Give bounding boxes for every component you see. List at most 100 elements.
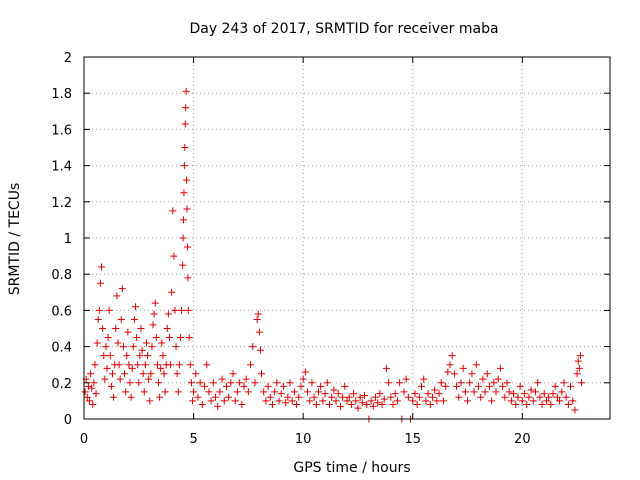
data-point (238, 401, 246, 409)
data-point (361, 391, 369, 399)
data-point (479, 375, 487, 383)
y-tick-label: 1.2 (51, 196, 72, 211)
data-point (343, 397, 351, 405)
data-point (396, 379, 404, 387)
data-point (122, 388, 130, 396)
data-point (426, 401, 434, 409)
data-point (321, 390, 329, 398)
data-point (198, 401, 206, 409)
data-point (155, 379, 163, 387)
data-point (268, 401, 276, 409)
data-point (560, 379, 568, 387)
data-point (312, 401, 320, 409)
data-point (125, 361, 133, 369)
data-point (93, 339, 101, 347)
data-point (167, 361, 175, 369)
data-point (89, 401, 97, 409)
data-point (411, 390, 419, 398)
data-point (433, 397, 441, 405)
data-point (330, 386, 338, 394)
data-point (156, 393, 164, 401)
data-point (168, 288, 176, 296)
data-point (180, 189, 188, 197)
data-point (304, 388, 312, 396)
data-point (354, 404, 362, 412)
data-point (130, 315, 138, 323)
data-point (262, 397, 270, 405)
data-point (334, 390, 342, 398)
y-tick-label: 1.8 (51, 87, 72, 102)
data-point (114, 339, 122, 347)
data-point (205, 388, 213, 396)
data-point (253, 315, 261, 323)
data-point (286, 379, 294, 387)
data-point (113, 292, 121, 300)
data-point (104, 334, 112, 342)
data-point (222, 382, 230, 390)
data-point (573, 370, 581, 378)
data-point (207, 397, 215, 405)
data-point (514, 393, 522, 401)
data-point (100, 352, 108, 360)
data-point (178, 306, 186, 314)
data-point (578, 379, 586, 387)
data-point (84, 382, 92, 390)
data-point (163, 325, 171, 332)
data-point (151, 299, 159, 307)
data-point (209, 379, 217, 387)
data-point (534, 379, 542, 387)
data-point (380, 395, 388, 403)
data-point (492, 388, 500, 396)
data-point (393, 397, 401, 405)
data-point (439, 397, 447, 405)
plot-frame (83, 56, 611, 420)
data-point (387, 393, 395, 401)
data-point (231, 397, 239, 405)
data-point (158, 339, 166, 347)
data-point (418, 382, 426, 390)
data-point (391, 390, 399, 398)
data-point (106, 352, 114, 360)
data-point (139, 370, 147, 378)
data-point (220, 397, 228, 405)
data-point (424, 390, 432, 398)
data-point (273, 379, 281, 387)
data-point (181, 120, 189, 128)
data-point (446, 361, 454, 369)
data-point (201, 382, 209, 390)
data-point (464, 397, 472, 405)
data-point (549, 390, 557, 398)
data-point (450, 370, 458, 378)
data-point (251, 379, 259, 387)
data-point (242, 375, 250, 383)
data-point (295, 393, 303, 401)
data-point (378, 401, 386, 409)
data-point (218, 375, 226, 383)
data-point (516, 382, 524, 390)
data-point (214, 402, 222, 410)
data-point (483, 370, 491, 378)
chart-title: Day 243 of 2017, SRMTID for receiver mab… (189, 21, 498, 37)
data-point (83, 393, 91, 401)
data-point (477, 393, 485, 401)
data-point (496, 364, 504, 372)
data-point (141, 361, 149, 369)
data-point (290, 388, 298, 396)
data-point (236, 379, 244, 387)
data-point (271, 388, 279, 396)
data-point (175, 361, 183, 369)
data-point (85, 397, 93, 405)
data-point (116, 375, 124, 383)
data-point (216, 388, 224, 396)
data-point (448, 352, 456, 360)
data-point (385, 379, 393, 387)
data-point (95, 306, 103, 314)
data-point (275, 397, 283, 405)
data-point (308, 379, 316, 387)
data-point (472, 361, 480, 369)
data-point (551, 382, 559, 390)
data-point (190, 388, 198, 396)
data-point (358, 399, 366, 407)
data-point (490, 379, 498, 387)
